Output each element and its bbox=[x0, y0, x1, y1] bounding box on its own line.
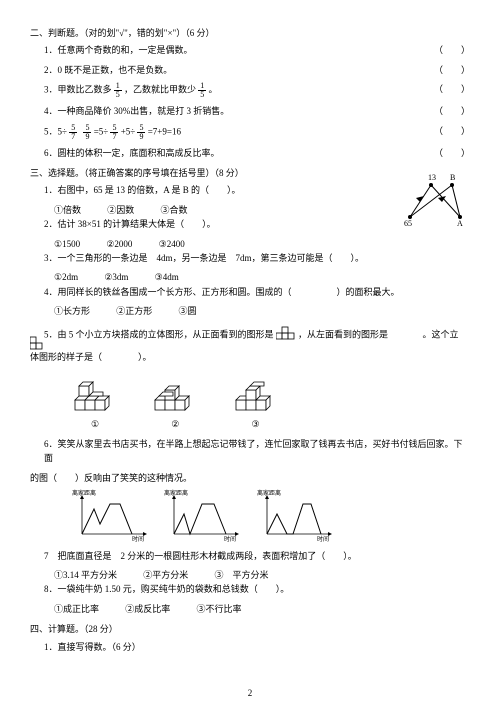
s2-q3: 3．甲数比乙数多 15 ，乙数就比甲数少 15 。 （ ） bbox=[44, 82, 470, 99]
fraction-icon: 15 bbox=[114, 82, 122, 99]
paren: （ ） bbox=[434, 63, 470, 77]
s3-q3-options: ①2dm ②3dm ③4dm bbox=[54, 270, 470, 284]
opt-b: ②2000 bbox=[106, 237, 132, 251]
label-13: 13 bbox=[428, 173, 436, 182]
opt-a: ①成正比率 bbox=[54, 602, 99, 616]
svg-text:时间: 时间 bbox=[317, 535, 329, 543]
graph-xlabel: 时间 bbox=[132, 535, 144, 543]
label-b: B bbox=[450, 173, 455, 182]
section2-title: 二、判断题。（对的划"√"，错的划"×"）（6 分） bbox=[30, 26, 470, 40]
paren: （ ） bbox=[434, 43, 470, 57]
opt-c: ③4dm bbox=[155, 270, 179, 284]
cube-label-3: ③ bbox=[231, 417, 281, 431]
s2-q3-b: ，乙数就比甲数少 bbox=[124, 85, 196, 95]
cube-option-1: ① bbox=[70, 370, 120, 431]
s3-q2-options: ①1500 ②2000 ③2400 bbox=[54, 237, 470, 251]
s3-q3: 3．一个三角形的一条边是 4dm，另一条边是 7dm，第三条边可能是（ ）。 bbox=[44, 251, 470, 265]
svg-text:离家距离: 离家距离 bbox=[164, 489, 188, 497]
s3-q8-options: ①成正比率 ②成反比率 ③不行比率 bbox=[54, 602, 470, 616]
s2-q5-d: =7+9=16 bbox=[148, 126, 181, 136]
paren: （ ） bbox=[434, 124, 470, 138]
paren: （ ） bbox=[434, 82, 470, 96]
s3-q5-a: 5．由 5 个小立方块搭成的立体图形，从正面看到的图形是 bbox=[44, 330, 274, 340]
paren: （ ） bbox=[434, 146, 470, 160]
opt-c: ③ 平方分米 bbox=[215, 568, 269, 582]
svg-text:离家距离: 离家距离 bbox=[257, 489, 281, 497]
s2-q5-c: +5÷ bbox=[121, 126, 136, 136]
s2-q6: 6．圆柱的体积一定，底面积和高成反比率。 （ ） bbox=[44, 146, 470, 160]
fraction-icon: 57 bbox=[110, 124, 118, 141]
s2-q1-text: 1．任意两个奇数的和，一定是偶数。 bbox=[44, 45, 193, 55]
s3-q6-a: 6．笑笑从家里去书店买书，在半路上想起忘记带钱了，连忙回家取了钱再去书店，买好书… bbox=[44, 437, 470, 466]
opt-a: ①倍数 bbox=[54, 203, 81, 217]
s2-q3-c: 。 bbox=[209, 85, 218, 95]
opt-b: ②3dm bbox=[104, 270, 128, 284]
fraction-icon: 15 bbox=[198, 82, 206, 99]
s2-q4-text: 4．一种商品降价 30%出售，就是打 3 折销售。 bbox=[44, 106, 229, 116]
opt-a: ①1500 bbox=[54, 237, 80, 251]
opt-c: ③不行比率 bbox=[197, 602, 242, 616]
opt-c: ③圆 bbox=[179, 304, 197, 318]
s2-q4: 4．一种商品降价 30%出售，就是打 3 折销售。 （ ） bbox=[44, 104, 470, 118]
s2-q2-text: 2．0 既不是正数，也不是负数。 bbox=[44, 65, 172, 75]
opt-a: ①长方形 bbox=[54, 304, 90, 318]
s2-q5-a: 5．5÷ bbox=[44, 126, 67, 136]
s2-q6-text: 6．圆柱的体积一定，底面积和高成反比率。 bbox=[44, 148, 220, 158]
cube-label-2: ② bbox=[150, 417, 200, 431]
svg-text:时间: 时间 bbox=[224, 535, 236, 543]
opt-a: ①3.14 平方分米 bbox=[54, 568, 117, 582]
s3-q7: 7 把底面直径是 2 分米的一根圆柱形木材截成两段，表面积增加了（ ）。 bbox=[44, 549, 470, 563]
s3-q5: 5．由 5 个小立方块搭成的立体图形，从正面看到的图形是 ，从左面看到的图形是 … bbox=[44, 326, 470, 344]
cube-option-2: ② bbox=[150, 370, 200, 431]
opt-b: ②成反比率 bbox=[125, 602, 170, 616]
section4-title: 四、计算题。（28 分） bbox=[30, 622, 470, 636]
fraction-icon: 59 bbox=[137, 124, 145, 141]
graph-ylabel: 离家距离 bbox=[72, 489, 96, 497]
s4-q1: 1．直接写得数。（6 分） bbox=[44, 640, 470, 654]
s3-q5-d: 体图形的样子是（ ）。 bbox=[30, 350, 470, 364]
s2-q3-a: 3．甲数比乙数多 bbox=[44, 85, 112, 95]
fraction-icon: 57 bbox=[69, 124, 77, 141]
page-number: 2 bbox=[248, 686, 253, 700]
graph-3: 离家距离 时间 bbox=[255, 489, 335, 548]
s3-q1-text: 1．右图中，65 是 13 的倍数，A 是 B 的（ ）。 bbox=[44, 185, 241, 195]
s3-q4-options: ①长方形 ②正方形 ③圆 bbox=[54, 304, 470, 318]
cube-arrangements: ① ② ③ bbox=[70, 370, 470, 431]
s3-q3-text: 3．一个三角形的一条边是 4dm，另一条边是 7dm，第三条边可能是（ ）。 bbox=[44, 253, 364, 263]
opt-c: ③2400 bbox=[159, 237, 185, 251]
s3-q5-b: ，从左面看到的图形是 bbox=[298, 330, 388, 340]
s2-q5-b: =5÷ bbox=[94, 126, 109, 136]
paren: （ ） bbox=[434, 104, 470, 118]
left-view-icon bbox=[30, 336, 44, 354]
graph-1: 离家距离 时间 bbox=[70, 489, 150, 548]
s3-q2-text: 2．估计 38×51 的计算结果大体是（ ）。 bbox=[44, 219, 216, 229]
front-view-icon bbox=[276, 326, 296, 344]
graph-2: 离家距离 时间 bbox=[162, 489, 242, 548]
s3-q7-options: ①3.14 平方分米 ②平方分米 ③ 平方分米 bbox=[54, 568, 470, 582]
opt-c: ③合数 bbox=[161, 203, 188, 217]
fraction-icon: 59 bbox=[83, 124, 91, 141]
opt-a: ①2dm bbox=[54, 270, 78, 284]
opt-b: ②因数 bbox=[107, 203, 134, 217]
s2-q1: 1．任意两个奇数的和，一定是偶数。 （ ） bbox=[44, 43, 470, 57]
s3-q8: 8．一袋纯牛奶 1.50 元，购买纯牛奶的袋数和总钱数（ ）。 bbox=[44, 582, 470, 596]
s3-q5-c: 。这个立 bbox=[423, 330, 459, 340]
s3-q2: 2．估计 38×51 的计算结果大体是（ ）。 bbox=[44, 217, 470, 231]
opt-b: ②平方分米 bbox=[143, 568, 188, 582]
cube-label-1: ① bbox=[70, 417, 120, 431]
graph-row: 离家距离 时间 离家距离 时间 离家距离 时间 bbox=[70, 489, 470, 548]
opt-b: ②正方形 bbox=[116, 304, 152, 318]
s3-q4: 4．用同样长的铁丝各围成一个长方形、正方形和圆。围成的（ ）的面积最大。 bbox=[44, 285, 470, 299]
cube-option-3: ③ bbox=[231, 370, 281, 431]
s2-q5: 5．5÷ 57 59 =5÷ 57 +5÷ 59 =7+9=16 （ ） bbox=[44, 124, 470, 141]
s3-q4-text: 4．用同样长的铁丝各围成一个长方形、正方形和圆。围成的（ ）的面积最大。 bbox=[44, 287, 400, 297]
s3-q6-b: 的图（ ）反响由了笑笑的这种情况。 bbox=[30, 471, 470, 485]
s2-q2: 2．0 既不是正数，也不是负数。 （ ） bbox=[44, 63, 470, 77]
